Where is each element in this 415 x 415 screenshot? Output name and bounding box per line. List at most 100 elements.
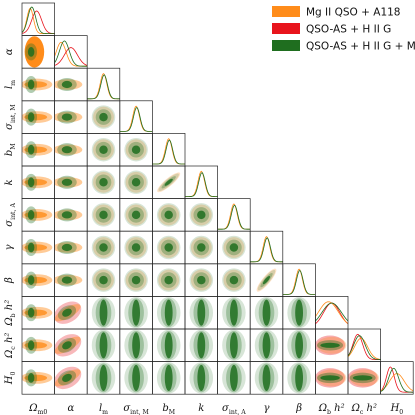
panel-7-7 xyxy=(249,230,284,265)
panel-9-5 xyxy=(184,296,218,330)
posterior-curve-2 xyxy=(22,6,55,34)
panel-9-8 xyxy=(282,296,316,330)
contour-2 xyxy=(61,178,73,186)
panel-11-8 xyxy=(282,361,316,395)
panel-11-10 xyxy=(347,361,381,395)
ylabel-3: σint, M xyxy=(4,104,17,130)
panel-10-9 xyxy=(315,328,349,362)
contour-2 xyxy=(132,332,141,359)
panel-10-0 xyxy=(21,328,55,362)
contour-2 xyxy=(262,299,271,326)
contour-3 xyxy=(62,373,72,382)
contour-2 xyxy=(197,364,206,391)
panel-5-2 xyxy=(86,165,121,199)
contour-3 xyxy=(99,112,108,122)
posterior-curve-1 xyxy=(217,204,251,230)
panel-5-5 xyxy=(184,165,218,199)
panel-9-7 xyxy=(249,296,284,330)
contour-3 xyxy=(27,144,35,155)
contour-3 xyxy=(131,178,141,187)
panel-10-3 xyxy=(119,328,153,362)
contour-2 xyxy=(99,332,108,359)
ylabel-2: lm xyxy=(4,80,17,89)
panel-11-11 xyxy=(380,361,414,395)
ylabel-7: γ xyxy=(4,244,15,250)
contour-3 xyxy=(197,243,206,252)
panel-8-4 xyxy=(152,263,186,297)
contour-2 xyxy=(197,332,206,359)
xlabel-8: β xyxy=(295,403,302,414)
contour-3 xyxy=(320,375,340,381)
contour-3 xyxy=(229,243,239,252)
panel-8-8 xyxy=(282,263,316,297)
posterior-curve-0 xyxy=(380,366,414,393)
contour-2 xyxy=(229,364,238,391)
contour-3 xyxy=(27,112,35,122)
contour-3 xyxy=(99,210,108,220)
contour-3 xyxy=(320,342,340,348)
legend: Mg II QSO + A118 QSO-AS + H II G QSO-AS + … xyxy=(272,6,415,53)
panel-3-3 xyxy=(119,100,153,134)
panel-frame xyxy=(315,296,349,330)
contour-2 xyxy=(61,211,73,219)
contour-3 xyxy=(262,275,271,285)
panel-6-2 xyxy=(86,198,121,232)
contour-3 xyxy=(131,275,141,285)
contour-3 xyxy=(27,79,35,90)
panel-6-5 xyxy=(184,198,218,232)
panel-10-7 xyxy=(249,328,284,362)
contour-2 xyxy=(262,332,271,359)
panel-9-6 xyxy=(217,296,251,330)
posterior-curve-1 xyxy=(119,106,153,132)
panel-7-0 xyxy=(21,230,55,265)
contour-3 xyxy=(99,275,108,285)
contour-3 xyxy=(197,275,206,285)
xlabel-5: k xyxy=(198,403,204,414)
panel-9-4 xyxy=(152,296,186,330)
posterior-curve-1 xyxy=(87,74,120,100)
contour-3 xyxy=(131,243,141,252)
posterior-curve-1 xyxy=(54,47,88,66)
contour-2 xyxy=(295,364,304,391)
panel-9-3 xyxy=(119,296,153,330)
panel-9-0 xyxy=(21,296,55,330)
contour-3 xyxy=(164,275,173,285)
contour-2 xyxy=(61,243,73,252)
panel-2-2 xyxy=(86,67,121,102)
panel-5-0 xyxy=(21,165,55,199)
legend-item-1: QSO-AS + H II G xyxy=(272,23,391,36)
contour-2 xyxy=(99,364,108,391)
contour-3 xyxy=(27,242,35,253)
contour-2 xyxy=(164,299,173,326)
posterior-curve-1 xyxy=(250,237,283,263)
panel-7-5 xyxy=(184,230,218,265)
contour-3 xyxy=(27,373,35,383)
panel-8-7 xyxy=(249,263,284,297)
contour-3 xyxy=(164,243,173,252)
panel-6-6 xyxy=(217,198,251,232)
posterior-curve-1 xyxy=(348,337,381,360)
panel-8-0 xyxy=(21,263,55,297)
panel-11-4 xyxy=(152,361,186,395)
posterior-curve-0 xyxy=(282,268,316,295)
panel-5-4 xyxy=(152,165,186,199)
ylabel-10: Ωc h² xyxy=(4,333,17,359)
xlabel-10: Ωc h² xyxy=(351,403,377,415)
panel-11-5 xyxy=(184,361,218,395)
panel-10-5 xyxy=(184,328,218,362)
ylabel-6: σint, A xyxy=(4,203,17,227)
panel-5-3 xyxy=(119,165,153,199)
panel-1-0 xyxy=(21,35,55,69)
contour-3 xyxy=(131,210,141,220)
contour-2 xyxy=(61,113,73,121)
panel-6-1 xyxy=(54,198,88,232)
panel-11-7 xyxy=(249,361,284,395)
contour-3 xyxy=(99,145,108,154)
contour-3 xyxy=(197,210,206,220)
contour-2 xyxy=(164,332,173,359)
contour-2 xyxy=(262,364,271,391)
contour-3 xyxy=(27,340,35,351)
panel-3-0 xyxy=(21,100,55,134)
panel-7-1 xyxy=(54,230,88,265)
ylabel-1: α xyxy=(4,48,15,55)
